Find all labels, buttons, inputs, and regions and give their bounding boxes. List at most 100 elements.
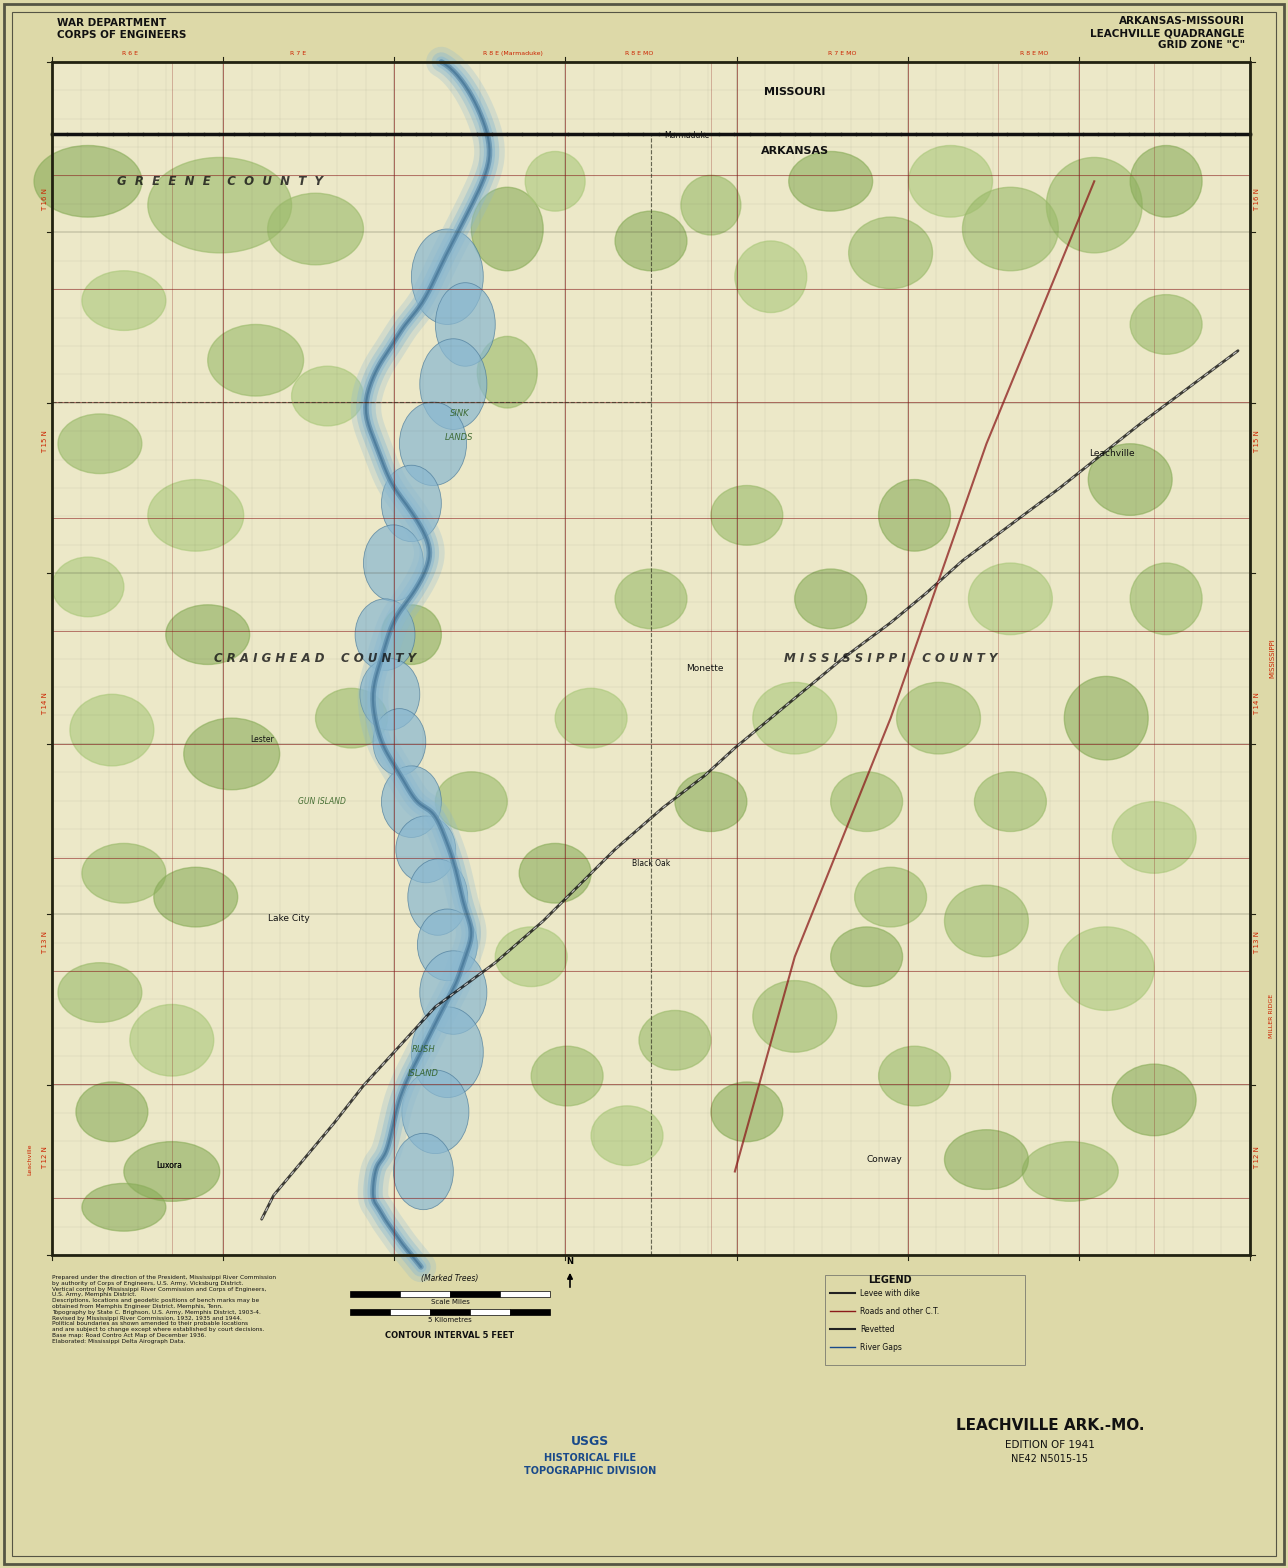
Text: R 7 E: R 7 E — [290, 52, 305, 56]
Text: Lake City: Lake City — [268, 914, 310, 924]
Ellipse shape — [291, 367, 363, 426]
Ellipse shape — [395, 815, 456, 883]
Text: T 13 N: T 13 N — [1255, 931, 1260, 953]
Ellipse shape — [33, 146, 142, 216]
Text: GUN ISLAND: GUN ISLAND — [298, 797, 345, 806]
Ellipse shape — [381, 466, 442, 541]
Ellipse shape — [82, 844, 166, 903]
Ellipse shape — [148, 480, 243, 550]
Ellipse shape — [1113, 1065, 1197, 1135]
Ellipse shape — [355, 599, 415, 671]
Ellipse shape — [130, 1005, 214, 1076]
Ellipse shape — [374, 709, 426, 776]
Text: R 8 E MO: R 8 E MO — [625, 52, 653, 56]
Text: T 13 N: T 13 N — [43, 931, 48, 953]
Text: WAR DEPARTMENT: WAR DEPARTMENT — [57, 17, 166, 28]
Bar — [52, 63, 1249, 1254]
Ellipse shape — [76, 1082, 148, 1142]
Ellipse shape — [58, 414, 142, 474]
Ellipse shape — [878, 480, 951, 550]
Ellipse shape — [166, 605, 250, 665]
Ellipse shape — [359, 659, 420, 731]
Bar — [430, 1309, 470, 1316]
Ellipse shape — [1130, 295, 1202, 354]
Text: Revetted: Revetted — [860, 1325, 894, 1333]
Text: T 16 N: T 16 N — [43, 188, 48, 210]
Ellipse shape — [1113, 801, 1197, 873]
Ellipse shape — [1059, 927, 1154, 1010]
Text: USGS: USGS — [571, 1435, 609, 1447]
Ellipse shape — [681, 176, 741, 235]
Text: LEACHVILLE QUADRANGLE: LEACHVILLE QUADRANGLE — [1091, 28, 1245, 38]
Ellipse shape — [855, 867, 926, 927]
Ellipse shape — [52, 557, 124, 616]
Ellipse shape — [896, 682, 980, 754]
Ellipse shape — [788, 152, 873, 212]
Text: NE42 N5015-15: NE42 N5015-15 — [1011, 1454, 1088, 1465]
Text: (Marked Trees): (Marked Trees) — [421, 1273, 479, 1283]
Ellipse shape — [616, 212, 687, 271]
Ellipse shape — [435, 282, 496, 367]
Text: T 15 N: T 15 N — [1255, 430, 1260, 453]
Text: LANDS: LANDS — [446, 433, 474, 442]
Text: Conway: Conway — [867, 1156, 903, 1163]
Ellipse shape — [411, 1007, 483, 1098]
Ellipse shape — [363, 525, 424, 601]
Text: GRID ZONE "C": GRID ZONE "C" — [1158, 41, 1245, 50]
Ellipse shape — [124, 1142, 220, 1201]
Text: LEACHVILLE ARK.-MO.: LEACHVILLE ARK.-MO. — [956, 1417, 1144, 1433]
Text: 5 Kilometres: 5 Kilometres — [428, 1317, 471, 1323]
Ellipse shape — [1130, 563, 1202, 635]
Ellipse shape — [975, 771, 1046, 831]
Text: T 14 N: T 14 N — [43, 693, 48, 715]
Ellipse shape — [831, 927, 903, 986]
Ellipse shape — [268, 193, 363, 265]
Ellipse shape — [471, 187, 544, 271]
Ellipse shape — [153, 867, 238, 927]
Text: MISSOURI: MISSOURI — [764, 86, 826, 97]
Ellipse shape — [58, 963, 142, 1022]
Ellipse shape — [675, 771, 747, 831]
Text: HISTORICAL FILE: HISTORICAL FILE — [544, 1454, 636, 1463]
Ellipse shape — [1064, 676, 1148, 760]
Text: R 6 E: R 6 E — [122, 52, 138, 56]
Text: ISLAND: ISLAND — [408, 1069, 439, 1079]
Text: Prepared under the direction of the President, Mississippi River Commission
by a: Prepared under the direction of the Pres… — [52, 1275, 276, 1344]
Ellipse shape — [184, 718, 279, 790]
Bar — [390, 1309, 430, 1316]
Ellipse shape — [908, 146, 993, 216]
Ellipse shape — [207, 325, 304, 397]
Ellipse shape — [531, 1046, 603, 1105]
Ellipse shape — [752, 980, 837, 1052]
Ellipse shape — [591, 1105, 663, 1165]
Text: ARKANSAS: ARKANSAS — [761, 146, 828, 157]
Text: SINK: SINK — [450, 409, 469, 419]
Text: C R A I G H E A D    C O U N T Y: C R A I G H E A D C O U N T Y — [215, 652, 416, 665]
Text: LEGEND: LEGEND — [868, 1275, 912, 1286]
Text: Lester: Lester — [250, 735, 273, 745]
Ellipse shape — [1046, 157, 1142, 252]
Text: T 15 N: T 15 N — [43, 430, 48, 453]
Ellipse shape — [316, 688, 388, 748]
Ellipse shape — [82, 1184, 166, 1231]
Ellipse shape — [1130, 146, 1202, 216]
Ellipse shape — [795, 569, 867, 629]
Ellipse shape — [711, 486, 783, 546]
Bar — [510, 1309, 550, 1316]
Text: EDITION OF 1941: EDITION OF 1941 — [1005, 1439, 1095, 1450]
Text: R 8 E (Marmaduke): R 8 E (Marmaduke) — [483, 52, 544, 56]
Bar — [450, 1290, 500, 1297]
Text: CORPS OF ENGINEERS: CORPS OF ENGINEERS — [57, 30, 187, 41]
Ellipse shape — [962, 187, 1059, 271]
Ellipse shape — [519, 844, 591, 903]
Bar — [401, 1290, 450, 1297]
Ellipse shape — [70, 695, 153, 765]
Ellipse shape — [393, 1134, 453, 1209]
Ellipse shape — [420, 339, 487, 430]
Ellipse shape — [82, 271, 166, 331]
Ellipse shape — [148, 157, 291, 252]
Text: M I S S I S S I P P I    C O U N T Y: M I S S I S S I P P I C O U N T Y — [784, 652, 997, 665]
Text: River Gaps: River Gaps — [860, 1342, 902, 1352]
Text: Black Oak: Black Oak — [632, 859, 670, 869]
Ellipse shape — [435, 771, 507, 831]
